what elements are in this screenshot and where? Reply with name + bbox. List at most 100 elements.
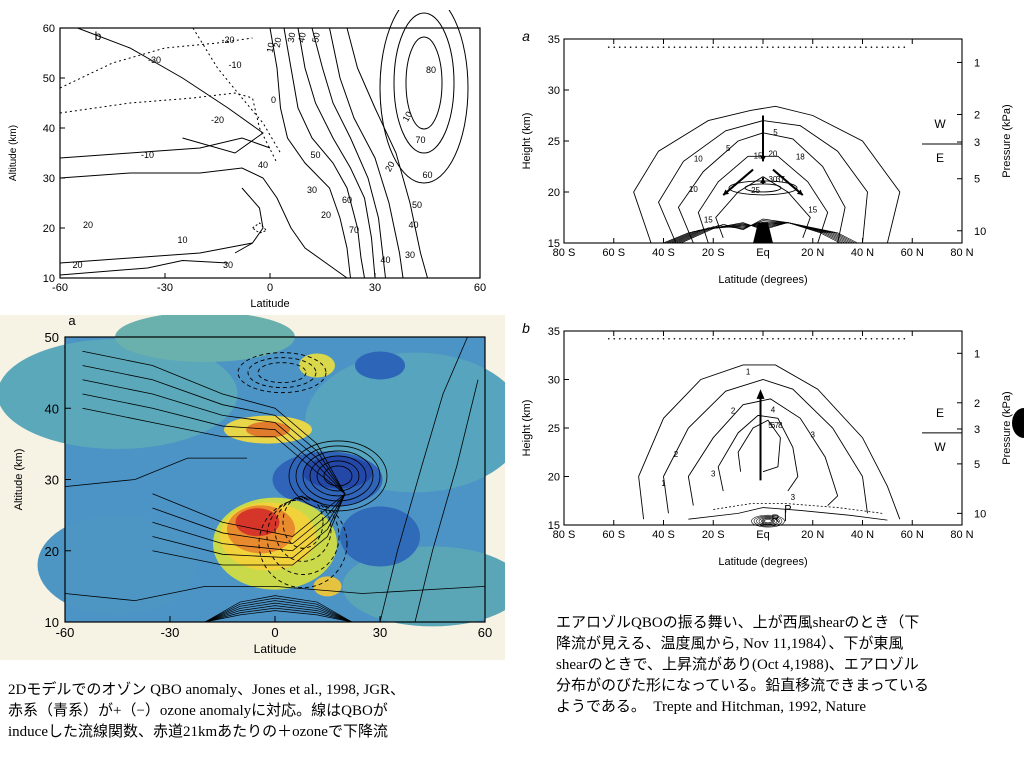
field-region: [0, 339, 238, 449]
data-marker: [679, 46, 681, 48]
contour-line: [82, 407, 346, 537]
data-marker: [761, 46, 763, 48]
y-tick-label: 25: [548, 423, 560, 435]
data-marker: [651, 46, 654, 48]
data-marker: [728, 337, 730, 340]
contour-line: [414, 379, 479, 623]
data-marker: [804, 337, 807, 340]
contour-line: [311, 27, 386, 279]
contour-line: [274, 496, 332, 562]
data-marker: [733, 337, 736, 340]
contour-line: [59, 137, 271, 159]
x-axis-label: Latitude (degrees): [718, 556, 807, 568]
contour-label: 30: [768, 175, 777, 184]
data-marker: [761, 337, 763, 340]
contour-label: 30: [286, 32, 298, 44]
flow-arrow-head: [723, 189, 730, 196]
contour-label: 10: [401, 110, 415, 124]
x-tick-label: 40 N: [851, 247, 874, 259]
caption-left-line: induceした流線関数、赤道21kmあたりの＋ozoneで下降流: [8, 724, 388, 740]
contour-line: [283, 27, 365, 279]
data-marker: [607, 46, 610, 48]
data-marker: [690, 337, 692, 340]
data-marker: [657, 46, 659, 48]
contour-line: [64, 585, 486, 602]
contour-line: [82, 379, 346, 552]
contour-label: 50: [310, 32, 322, 44]
contour-label: -20: [221, 35, 234, 45]
data-marker: [804, 46, 807, 48]
contour-label: 0: [271, 95, 276, 105]
chart-bottom-right-aerosol: 80 S 60 S 40 S 20 S Eq 20 N 40 N 60 N 80 N152025…: [521, 320, 1013, 568]
upward-arrow-head: [756, 389, 765, 399]
data-marker: [755, 46, 758, 48]
data-marker: [706, 337, 709, 340]
y-axis-label: Altitude (km): [13, 449, 25, 511]
y-tick-label: 20: [45, 544, 59, 559]
data-marker: [826, 46, 829, 48]
data-marker: [799, 337, 802, 340]
data-marker: [821, 46, 824, 48]
data-marker: [613, 46, 616, 48]
field-region: [115, 315, 295, 362]
contour-line: [763, 519, 773, 523]
data-marker: [815, 337, 818, 340]
contour-line: [687, 398, 839, 506]
contour-label: 15: [754, 151, 763, 160]
x-tick-label: 80 S: [553, 247, 576, 259]
contour-label: 70: [415, 135, 425, 145]
data-marker: [815, 46, 818, 48]
contour-line: [204, 605, 353, 623]
x-tick-label: 60 S: [602, 247, 625, 259]
caption-right-line: shearのときで、上昇流があり(Oct 4,1988)、エアロゾル: [556, 657, 919, 673]
contour-line: [713, 503, 883, 514]
contour-line: [678, 220, 843, 244]
data-marker: [865, 46, 867, 48]
y-tick-label: 60: [43, 23, 55, 35]
data-marker: [810, 46, 813, 48]
data-marker: [733, 46, 736, 48]
panel-label: b: [522, 320, 530, 336]
y2-tick-label: 2: [974, 109, 980, 121]
contour-line: [192, 27, 281, 154]
data-marker: [662, 46, 665, 48]
data-marker: [728, 46, 730, 48]
data-marker: [783, 46, 785, 48]
positive-anomaly: [299, 353, 335, 378]
data-marker: [739, 337, 741, 340]
y-axis-label: Altitude (km): [8, 125, 19, 181]
positive-anomaly: [313, 576, 342, 597]
contour-line: [663, 379, 868, 514]
data-marker: [722, 46, 725, 48]
data-marker: [887, 337, 889, 340]
wind-label: E: [936, 406, 944, 420]
plot-frame: [563, 330, 963, 526]
contour-label: 25: [751, 186, 760, 195]
y2-tick-label: 10: [974, 226, 986, 238]
data-marker: [870, 337, 873, 340]
data-marker: [892, 46, 895, 48]
contour-line: [756, 516, 780, 526]
data-marker: [613, 337, 616, 340]
x-tick-label: 0: [267, 282, 273, 294]
data-marker: [701, 46, 703, 48]
data-marker: [887, 46, 889, 48]
data-marker: [673, 46, 676, 48]
data-marker: [755, 337, 758, 340]
contour-line: [346, 27, 428, 279]
y2-tick-label: 2: [974, 398, 980, 410]
y-tick-label: 25: [548, 136, 560, 148]
data-marker: [799, 46, 802, 48]
data-marker: [848, 46, 851, 48]
data-marker: [706, 46, 709, 48]
contour-line: [252, 222, 268, 234]
y-tick-label: 30: [43, 173, 55, 185]
data-marker: [772, 46, 774, 48]
contour-line: [405, 36, 443, 130]
contour-label: 10: [694, 154, 703, 163]
contour-label: 5: [768, 421, 773, 430]
chart-bottom-left-heatmap: -60 -30 0 30 60 10 20 30 40 50 Latitude Altitude (k…: [0, 315, 505, 660]
data-marker: [717, 46, 720, 48]
flow-arrow-left: [722, 168, 754, 196]
contour-label: 10: [177, 235, 187, 245]
